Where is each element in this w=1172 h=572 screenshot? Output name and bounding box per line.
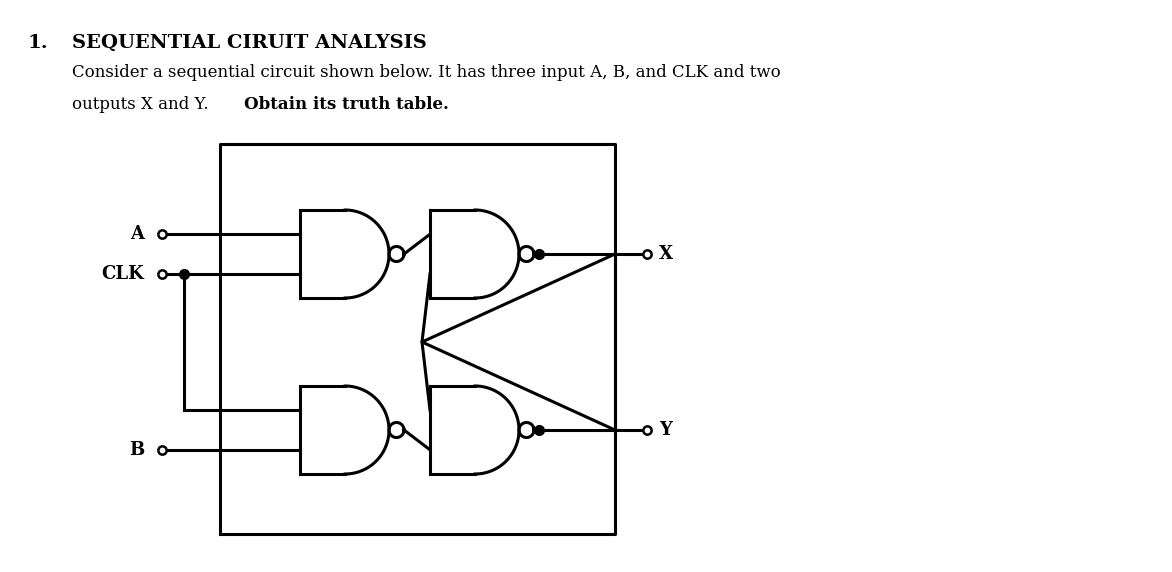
Text: outputs X and Y.: outputs X and Y. xyxy=(71,96,213,113)
Text: Obtain its truth table.: Obtain its truth table. xyxy=(244,96,449,113)
Text: SEQUENTIAL CIRUIT ANALYSIS: SEQUENTIAL CIRUIT ANALYSIS xyxy=(71,34,427,52)
Text: CLK: CLK xyxy=(101,265,144,283)
Text: Consider a sequential circuit shown below. It has three input A, B, and CLK and : Consider a sequential circuit shown belo… xyxy=(71,64,781,81)
Text: A: A xyxy=(130,225,144,243)
Text: 1.: 1. xyxy=(28,34,48,52)
Text: B: B xyxy=(129,441,144,459)
Text: X: X xyxy=(659,245,673,263)
Text: Y: Y xyxy=(659,421,672,439)
